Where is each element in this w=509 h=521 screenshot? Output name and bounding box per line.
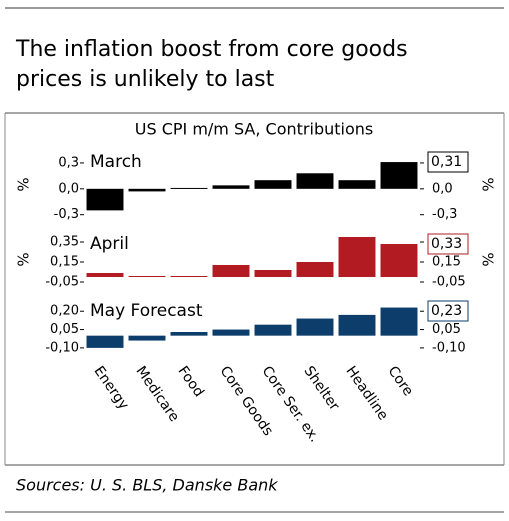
- y-tick-label: 0,20: [50, 304, 79, 319]
- y2-tick-label: -0,3: [432, 207, 457, 222]
- source: Sources: U. S. BLS, Danske Bank: [16, 476, 278, 495]
- title-line: prices is unlikely to last: [16, 67, 275, 92]
- bar: [212, 265, 250, 277]
- x-tick-label: Food: [174, 363, 206, 400]
- y-axis-label: %: [14, 252, 32, 266]
- bar: [380, 244, 418, 277]
- bar: [170, 332, 208, 336]
- title-line: The inflation boost from core goods: [15, 37, 408, 62]
- subtitle: US CPI m/m SA, Contributions: [135, 120, 373, 139]
- x-tick-label: Energy: [90, 363, 131, 412]
- y-tick-label: 0,15: [50, 255, 79, 270]
- bar: [296, 173, 334, 189]
- x-tick-label: Shelter: [300, 363, 342, 413]
- bar: [254, 180, 292, 189]
- y-tick-label: 0,05: [50, 322, 79, 337]
- bar: [212, 185, 250, 189]
- bar: [380, 162, 418, 189]
- y2-tick-label: 0,15: [432, 255, 461, 270]
- bar: [170, 276, 208, 277]
- y-tick-label: 0,35: [50, 235, 79, 250]
- value-label-box: [427, 300, 469, 322]
- bar: [380, 307, 418, 336]
- bar: [170, 187, 208, 189]
- bar: [128, 335, 166, 341]
- y-tick-label: 0,0: [58, 181, 79, 196]
- bar: [338, 314, 376, 336]
- bar: [254, 324, 292, 336]
- panel-title: May Forecast: [90, 301, 203, 321]
- value-label: 0,31: [431, 154, 462, 170]
- bar: [338, 237, 376, 277]
- panel-title: April: [90, 234, 129, 254]
- bar: [86, 273, 124, 277]
- bar: [86, 188, 124, 211]
- x-tick-label: Headline: [342, 363, 391, 423]
- value-label-box: [427, 151, 469, 173]
- bar: [86, 335, 124, 348]
- value-label: 0,33: [431, 236, 462, 252]
- y-tick-label: 0,3: [58, 155, 79, 170]
- bar: [128, 276, 166, 277]
- y2-tick-label: 0,0: [432, 181, 453, 196]
- value-label-box: [427, 233, 469, 255]
- y2-tick-label: 0,05: [432, 322, 461, 337]
- panel-title: March: [90, 152, 142, 172]
- y-tick-label: -0,10: [45, 340, 79, 355]
- y-tick-label: -0,05: [45, 275, 79, 290]
- y-axis-label: %: [14, 177, 32, 191]
- y2-axis-label: %: [479, 177, 497, 191]
- y-tick-label: -0,3: [54, 207, 79, 222]
- bar: [338, 180, 376, 189]
- x-tick-label: Core: [384, 363, 416, 399]
- bar: [212, 329, 250, 336]
- bar: [128, 188, 166, 192]
- y2-tick-label: -0,05: [432, 275, 466, 290]
- bar: [296, 262, 334, 277]
- value-label: 0,23: [431, 303, 462, 319]
- y2-axis-label: %: [479, 252, 497, 266]
- y2-tick-label: -0,10: [432, 340, 466, 355]
- bar: [254, 270, 292, 277]
- bar: [296, 318, 334, 336]
